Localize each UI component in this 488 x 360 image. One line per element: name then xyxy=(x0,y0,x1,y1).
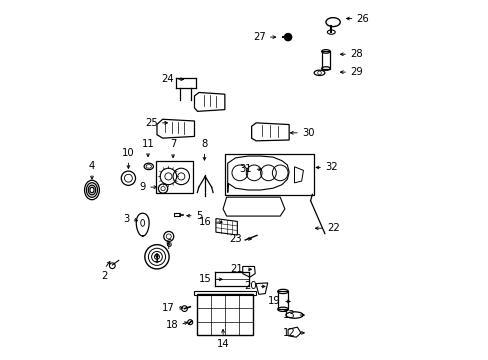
Text: 30: 30 xyxy=(302,128,314,138)
Text: 29: 29 xyxy=(349,67,362,77)
Text: 4: 4 xyxy=(89,161,95,171)
Text: 5: 5 xyxy=(196,211,202,221)
Text: 6: 6 xyxy=(165,239,172,249)
Text: 8: 8 xyxy=(201,139,207,149)
Circle shape xyxy=(156,256,158,258)
Text: 31: 31 xyxy=(239,164,252,174)
Bar xyxy=(277,292,288,309)
Text: 25: 25 xyxy=(144,118,157,128)
Bar xyxy=(194,291,255,295)
Text: 26: 26 xyxy=(356,14,368,23)
Text: 15: 15 xyxy=(199,274,212,284)
Text: 18: 18 xyxy=(165,320,178,330)
Text: 17: 17 xyxy=(162,303,174,313)
Text: 9: 9 xyxy=(139,182,145,192)
Text: 23: 23 xyxy=(229,234,242,244)
Bar xyxy=(224,154,313,195)
Text: 7: 7 xyxy=(169,139,176,149)
Text: 1: 1 xyxy=(154,253,160,264)
Text: 24: 24 xyxy=(161,74,173,84)
Text: 28: 28 xyxy=(349,49,362,59)
Circle shape xyxy=(317,71,321,75)
Text: 19: 19 xyxy=(267,296,281,306)
Text: 10: 10 xyxy=(122,148,134,158)
Text: 16: 16 xyxy=(199,217,212,227)
Text: 21: 21 xyxy=(230,264,243,274)
Text: 3: 3 xyxy=(123,213,130,224)
Text: 12: 12 xyxy=(282,328,295,338)
Text: 32: 32 xyxy=(325,162,337,172)
Text: 20: 20 xyxy=(244,282,256,292)
Text: 14: 14 xyxy=(216,339,229,349)
Bar xyxy=(173,213,180,216)
Bar xyxy=(321,51,329,68)
Circle shape xyxy=(284,33,291,41)
Text: 2: 2 xyxy=(101,271,107,281)
Text: 27: 27 xyxy=(252,32,265,42)
Text: 13: 13 xyxy=(282,310,295,320)
Bar xyxy=(197,294,252,336)
Text: 11: 11 xyxy=(142,139,154,149)
Text: 22: 22 xyxy=(326,223,339,233)
